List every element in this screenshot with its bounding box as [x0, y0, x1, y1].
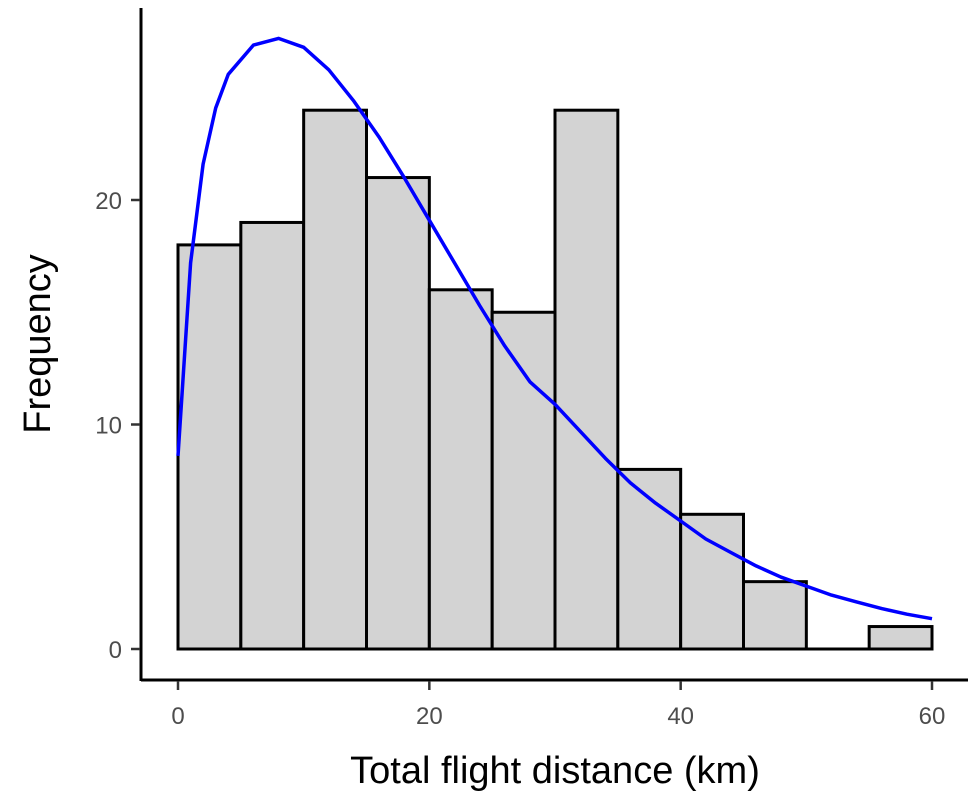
x-axis-title: Total flight distance (km) — [350, 750, 760, 792]
fit-curve-layer — [176, 36, 933, 621]
y-tick-label-0: 0 — [109, 637, 122, 664]
ticks-layer: 0 20 40 60 0 10 20 — [95, 188, 945, 730]
y-tick-label-1: 10 — [95, 413, 122, 440]
histogram-bar-3 — [365, 176, 431, 651]
histogram-bar-9 — [742, 580, 808, 651]
x-tick-label-2: 40 — [667, 703, 694, 730]
y-axis-title: Frequency — [17, 254, 59, 434]
histogram-bar-4 — [427, 288, 494, 651]
x-tick-label-1: 20 — [416, 703, 443, 730]
histogram-bar-8 — [679, 512, 746, 651]
x-tick-label-0: 0 — [171, 703, 184, 730]
histogram-bar-2 — [302, 108, 368, 651]
histogram-bar-1 — [239, 220, 306, 651]
histogram-bar-6 — [553, 108, 620, 651]
axes-layer — [139, 8, 968, 682]
x-tick-label-3: 60 — [919, 703, 946, 730]
fit-curve-line — [176, 36, 933, 621]
histogram-bar-5 — [490, 310, 557, 651]
histogram-bar-11 — [867, 625, 934, 651]
bars-layer — [176, 108, 934, 651]
y-tick-label-2: 20 — [95, 188, 122, 215]
